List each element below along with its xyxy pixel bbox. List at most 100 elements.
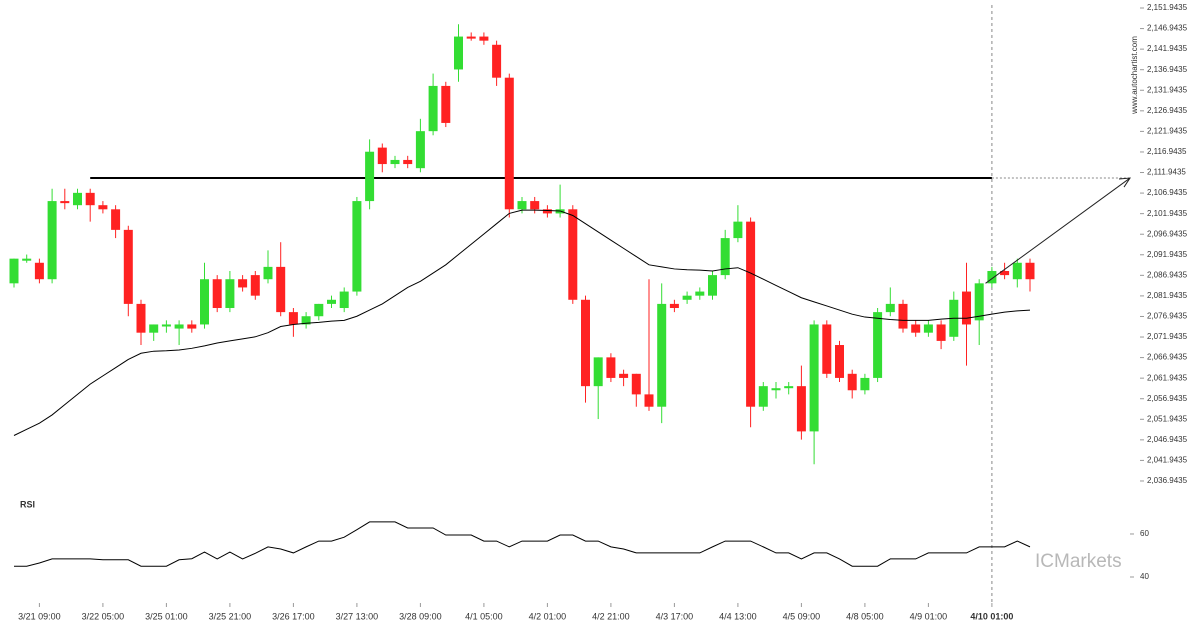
rsi-title: RSI bbox=[20, 499, 35, 509]
y-tick-label: 2,041.9435 bbox=[1147, 456, 1188, 465]
rsi-tick-label: 40 bbox=[1140, 572, 1149, 581]
candle-body bbox=[301, 316, 311, 325]
candle-body bbox=[784, 386, 794, 389]
y-tick-label: 2,061.9435 bbox=[1147, 373, 1188, 382]
moving-average bbox=[13, 209, 1031, 436]
y-tick-label: 2,056.9435 bbox=[1147, 394, 1188, 403]
candle-body bbox=[149, 324, 159, 333]
candle-body bbox=[263, 266, 273, 280]
y-tick-label: 2,036.9435 bbox=[1147, 476, 1188, 485]
y-tick-label: 2,141.9435 bbox=[1147, 44, 1188, 53]
candle-body bbox=[923, 324, 933, 333]
y-tick-label: 2,101.9435 bbox=[1147, 209, 1188, 218]
y-tick-label: 2,066.9435 bbox=[1147, 353, 1188, 362]
x-tick-label: 3/22 05:00 bbox=[82, 611, 125, 621]
candle-body bbox=[936, 324, 946, 341]
y-tick-label: 2,051.9435 bbox=[1147, 414, 1188, 423]
candle-body bbox=[657, 303, 667, 407]
candle-body bbox=[1000, 270, 1010, 276]
x-tick-label: 4/2 21:00 bbox=[592, 611, 630, 621]
candle-body bbox=[746, 221, 756, 407]
x-tick-label: 4/3 17:00 bbox=[656, 611, 694, 621]
candle-body bbox=[504, 77, 514, 210]
candle-body bbox=[98, 205, 108, 210]
x-tick-label: 3/25 21:00 bbox=[209, 611, 252, 621]
y-tick-label: 2,126.9435 bbox=[1147, 106, 1188, 115]
y-tick-label: 2,136.9435 bbox=[1147, 65, 1188, 74]
candle-body bbox=[644, 394, 654, 407]
y-tick-label: 2,121.9435 bbox=[1147, 126, 1188, 135]
y-tick-label: 2,081.9435 bbox=[1147, 291, 1188, 300]
candle-body bbox=[390, 159, 400, 165]
candle-body bbox=[314, 303, 324, 317]
candle-body bbox=[771, 388, 781, 391]
x-tick-label: 3/28 09:00 bbox=[399, 611, 442, 621]
x-tick-label: 4/10 01:00 bbox=[970, 611, 1013, 621]
candle-body bbox=[288, 312, 298, 325]
x-tick-label: 4/4 13:00 bbox=[719, 611, 757, 621]
candle-body bbox=[250, 275, 260, 296]
candle-body bbox=[796, 386, 806, 432]
candle-body bbox=[200, 279, 209, 325]
candle-body bbox=[581, 299, 590, 387]
y-tick-label: 2,076.9435 bbox=[1147, 312, 1188, 321]
candle-body bbox=[466, 36, 476, 39]
candle-body bbox=[136, 303, 146, 333]
candle-body bbox=[9, 258, 19, 284]
candle-body bbox=[860, 377, 870, 391]
candle-body bbox=[161, 324, 171, 327]
candle-body bbox=[441, 85, 451, 123]
candle-body bbox=[974, 283, 984, 321]
candle-body bbox=[415, 131, 425, 169]
candle-body bbox=[479, 36, 489, 41]
candle-body bbox=[238, 279, 248, 288]
candle-body bbox=[111, 209, 121, 230]
candle-body bbox=[225, 279, 235, 309]
candle-body bbox=[695, 291, 705, 296]
y-tick-label: 2,111.9435 bbox=[1147, 168, 1186, 177]
candle-body bbox=[47, 201, 57, 280]
candle-body bbox=[428, 85, 438, 132]
candle-body bbox=[403, 159, 413, 165]
rsi-tick-label: 60 bbox=[1140, 529, 1149, 538]
candle-body bbox=[631, 373, 641, 395]
x-tick-label: 3/27 13:00 bbox=[336, 611, 379, 621]
y-tick-label: 2,091.9435 bbox=[1147, 250, 1188, 259]
x-tick-label: 3/26 17:00 bbox=[272, 611, 315, 621]
candle-body bbox=[276, 266, 286, 313]
candle-body bbox=[34, 262, 44, 280]
candle-body bbox=[606, 357, 616, 378]
candle-body bbox=[911, 324, 921, 333]
y-tick-label: 2,151.9435 bbox=[1147, 3, 1188, 12]
candle-body bbox=[123, 229, 133, 304]
x-tick-label: 4/1 05:00 bbox=[465, 611, 503, 621]
candle-body bbox=[835, 345, 844, 378]
x-tick-label: 3/25 01:00 bbox=[145, 611, 188, 621]
candle-body bbox=[517, 201, 527, 210]
candle-body bbox=[720, 238, 730, 276]
candle-body bbox=[682, 295, 692, 300]
candle-body bbox=[669, 303, 679, 309]
candle-body bbox=[568, 209, 578, 300]
x-tick-label: 3/21 09:00 bbox=[18, 611, 61, 621]
candle-body bbox=[530, 201, 540, 210]
candle-body bbox=[85, 192, 95, 206]
x-tick-label: 4/2 01:00 bbox=[529, 611, 567, 621]
candle-body bbox=[327, 299, 336, 304]
candle-body bbox=[492, 44, 502, 78]
candle-body bbox=[212, 279, 222, 309]
candle-body bbox=[377, 147, 387, 165]
source: www.autochartist.com bbox=[1130, 36, 1139, 115]
candle-body bbox=[1012, 262, 1022, 280]
candle-body bbox=[73, 192, 82, 206]
candle-body bbox=[758, 386, 768, 407]
x-tick-label: 4/5 09:00 bbox=[783, 611, 821, 621]
x-tick-label: 4/8 05:00 bbox=[846, 611, 884, 621]
candle-body bbox=[339, 291, 349, 309]
y-tick-label: 2,086.9435 bbox=[1147, 270, 1188, 279]
candle-body bbox=[187, 324, 197, 329]
candle-body bbox=[352, 201, 362, 292]
y-tick-label: 2,046.9435 bbox=[1147, 435, 1188, 444]
candle-body bbox=[619, 373, 629, 378]
